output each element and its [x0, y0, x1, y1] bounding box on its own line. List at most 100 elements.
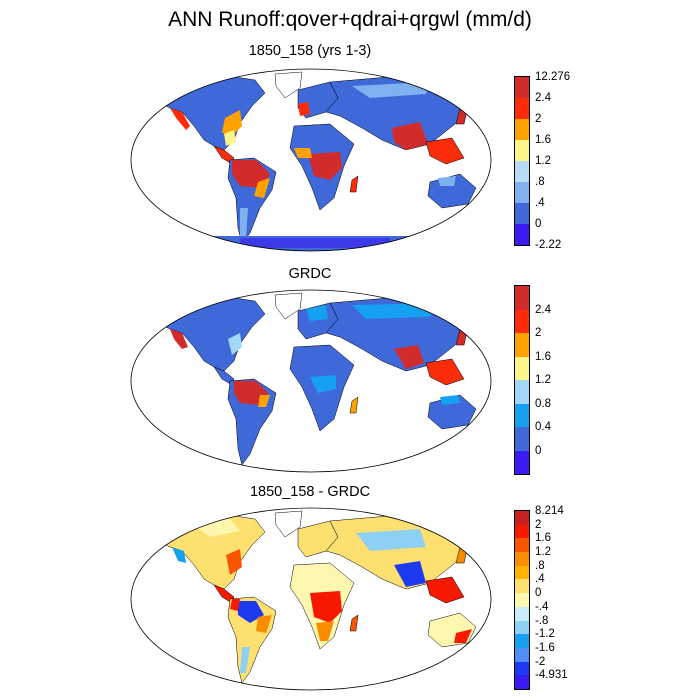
sa-north: [230, 599, 240, 611]
colorbar-swatch: [515, 333, 529, 357]
australia-north: [440, 395, 460, 405]
colorbar-label: -2.22: [535, 239, 562, 251]
sa-east: [258, 395, 270, 407]
africa-central: [310, 375, 336, 393]
colorbar-label: 2.4: [535, 303, 551, 316]
africa-central: [310, 591, 342, 623]
asia-south: [394, 561, 426, 587]
colorbar-label: 2: [535, 113, 542, 125]
na-west: [172, 547, 186, 563]
australia-north: [438, 176, 456, 186]
colorbar-label: 12.276: [535, 71, 571, 83]
colorbar-label: 1.6: [535, 134, 551, 146]
colorbar-label: 1.2: [535, 155, 551, 167]
sa-brazil: [254, 178, 270, 198]
colorbar-label: 2.4: [535, 92, 551, 104]
colorbar-label: -1.2: [535, 628, 555, 641]
colorbar-label: .4: [535, 573, 545, 586]
asia-central: [356, 529, 426, 551]
colorbar-swatch: [515, 140, 529, 161]
panel-1-title: 1850_158 (yrs 1-3): [248, 43, 372, 59]
asia-south: [392, 122, 428, 150]
colorbar-swatch: [515, 450, 529, 474]
colorbar-label: 0.4: [535, 421, 551, 433]
colorbar-label: .8: [535, 559, 545, 572]
asia-south: [394, 345, 424, 369]
colorbar-swatch: [515, 565, 529, 580]
na-east: [222, 110, 242, 138]
madagascar: [349, 175, 359, 193]
colorbar-swatch: [515, 579, 529, 594]
greenland: [274, 292, 303, 320]
figure-title: ANN Runoff:qover+qdrai+qrgwl (mm/d): [168, 8, 532, 31]
sa-east: [256, 615, 272, 633]
colorbar-label: -.8: [535, 614, 549, 627]
greenland: [274, 71, 303, 99]
na-east: [228, 333, 242, 355]
colorbar-swatch: [515, 309, 529, 333]
colorbar-swatch: [515, 182, 529, 203]
se-asia: [425, 137, 465, 165]
colorbar-swatch: [515, 593, 529, 607]
na-west-coast: [170, 329, 188, 349]
colorbar-swatch: [515, 647, 529, 662]
se-asia: [425, 358, 465, 386]
colorbar-swatch: [515, 675, 529, 689]
panel-2-colorbar: 0 0.4 0.8 1.2 1.6 2 2.4: [514, 285, 551, 475]
sa-south: [240, 647, 250, 673]
colorbar-swatch: [515, 286, 529, 310]
colorbar-label: 8.214: [535, 505, 564, 517]
se-asia: [425, 576, 465, 604]
panel-3-map: [130, 507, 492, 691]
colorbar-label: -2: [535, 655, 546, 668]
greenland: [274, 510, 303, 538]
colorbar-swatch: [515, 356, 529, 380]
panel-3-colorbar: -4.931 -2 -1.6 -1.2 -.8 -.4 0.4.8 1.2 1.6 2 8.214: [514, 505, 568, 690]
colorbar-swatch: [515, 552, 529, 566]
colorbar-label: -.4: [535, 600, 549, 613]
colorbar-label: -4.931: [535, 669, 568, 682]
australia: [427, 394, 477, 430]
colorbar-swatch: [515, 77, 529, 98]
colorbar-swatch: [515, 606, 529, 621]
colorbar-swatch: [515, 403, 529, 427]
colorbar-label: 0.8: [535, 397, 551, 410]
colorbar-swatch: [515, 661, 529, 676]
panel-1-colorbar: -2.22 0 .4 .8 1.2 1.6 2 2.4 12.276: [514, 71, 570, 251]
na-west-coast: [170, 108, 190, 130]
na-southeast: [224, 130, 236, 146]
sa-amazon: [232, 160, 270, 188]
colorbar-swatch: [515, 161, 529, 182]
colorbar-label: 1.6: [535, 532, 551, 545]
asia-north: [352, 82, 430, 98]
sa-south: [240, 208, 248, 238]
colorbar-swatch: [515, 98, 529, 119]
australia-southeast: [454, 629, 472, 643]
colorbar-label: -1.6: [535, 641, 555, 654]
colorbar-label: .4: [535, 197, 545, 209]
colorbar-swatch: [515, 524, 529, 539]
colorbar-label: .8: [535, 176, 545, 188]
colorbar-label: 2: [535, 518, 542, 531]
panel-2-title: GRDC: [288, 266, 332, 282]
colorbar-swatch: [515, 427, 529, 451]
colorbar-swatch: [515, 203, 529, 224]
colorbar-label: 1.6: [535, 350, 551, 363]
colorbar-swatch: [515, 380, 529, 404]
colorbar-label: 1.2: [535, 546, 551, 559]
colorbar-swatch: [515, 119, 529, 140]
panel-3-title: 1850_158 - GRDC: [249, 484, 371, 500]
madagascar: [349, 396, 359, 414]
colorbar-swatch: [515, 620, 529, 635]
colorbar-swatch: [515, 511, 529, 525]
colorbar-label: 0: [535, 587, 542, 600]
colorbar-swatch: [515, 538, 529, 553]
africa-south: [316, 621, 334, 641]
europe-north: [306, 305, 328, 321]
europe-west: [298, 102, 310, 116]
sa-amazon: [238, 601, 264, 623]
africa-central: [308, 152, 342, 180]
panel-2-map: [130, 289, 492, 473]
colorbar-swatch: [515, 634, 529, 648]
colorbar-swatch: [515, 224, 529, 245]
